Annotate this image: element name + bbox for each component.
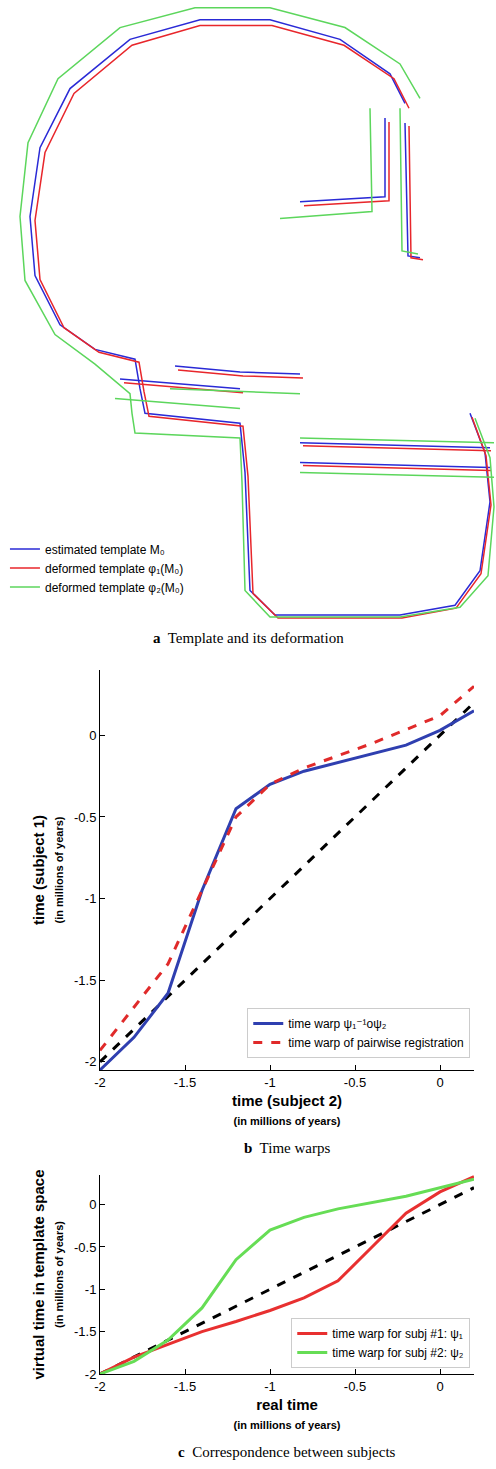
svg-text:-1.5: -1.5 <box>74 1324 96 1339</box>
svg-text:virtual time in template space: virtual time in template space(in millio… <box>30 1169 66 1379</box>
svg-text:-2: -2 <box>94 1379 106 1394</box>
svg-text:-0.5: -0.5 <box>344 1075 366 1090</box>
svg-text:time (subject 1)(in millions o: time (subject 1)(in millions of years) <box>30 815 66 925</box>
svg-text:time warp for subj #2: ψ₂: time warp for subj #2: ψ₂ <box>332 1346 464 1360</box>
svg-text:time (subject 2)(in millions o: time (subject 2)(in millions of years) <box>232 1092 342 1128</box>
svg-text:a Template and its deformatio: a Template and its deformation <box>153 630 344 646</box>
svg-text:-0.5: -0.5 <box>74 1240 96 1255</box>
svg-text:-2: -2 <box>94 1075 106 1090</box>
svg-text:real time(in millions of years: real time(in millions of years) <box>234 1396 341 1432</box>
svg-text:-2: -2 <box>85 1367 97 1382</box>
svg-text:-1.5: -1.5 <box>74 973 96 988</box>
svg-text:time warp ψ₁⁻¹oψ₂: time warp ψ₁⁻¹oψ₂ <box>288 1017 387 1031</box>
svg-text:-0.5: -0.5 <box>74 809 96 824</box>
svg-text:time warp of pairwise registra: time warp of pairwise registration <box>288 1036 463 1050</box>
svg-text:0: 0 <box>436 1379 443 1394</box>
svg-text:deformed template φ₁(M₀): deformed template φ₁(M₀) <box>45 562 183 576</box>
svg-text:0: 0 <box>89 728 96 743</box>
svg-text:-1: -1 <box>264 1075 276 1090</box>
svg-text:-0.5: -0.5 <box>344 1379 366 1394</box>
svg-text:0: 0 <box>89 1197 96 1212</box>
svg-text:-1: -1 <box>264 1379 276 1394</box>
svg-text:0: 0 <box>436 1075 443 1090</box>
svg-text:-1: -1 <box>85 1282 97 1297</box>
svg-text:estimated template M₀: estimated template M₀ <box>45 543 165 557</box>
svg-text:-1.5: -1.5 <box>174 1379 196 1394</box>
svg-text:c Correspondence between subj: c Correspondence between subjects <box>178 1444 396 1460</box>
svg-text:deformed template φ₂(M₀): deformed template φ₂(M₀) <box>45 581 184 595</box>
svg-text:-2: -2 <box>85 1054 97 1069</box>
svg-text:-1.5: -1.5 <box>174 1075 196 1090</box>
svg-text:time warp for subj #1: ψ₁: time warp for subj #1: ψ₁ <box>332 1327 463 1341</box>
svg-text:-1: -1 <box>85 891 97 906</box>
svg-text:b Time warps: b Time warps <box>244 1140 330 1156</box>
